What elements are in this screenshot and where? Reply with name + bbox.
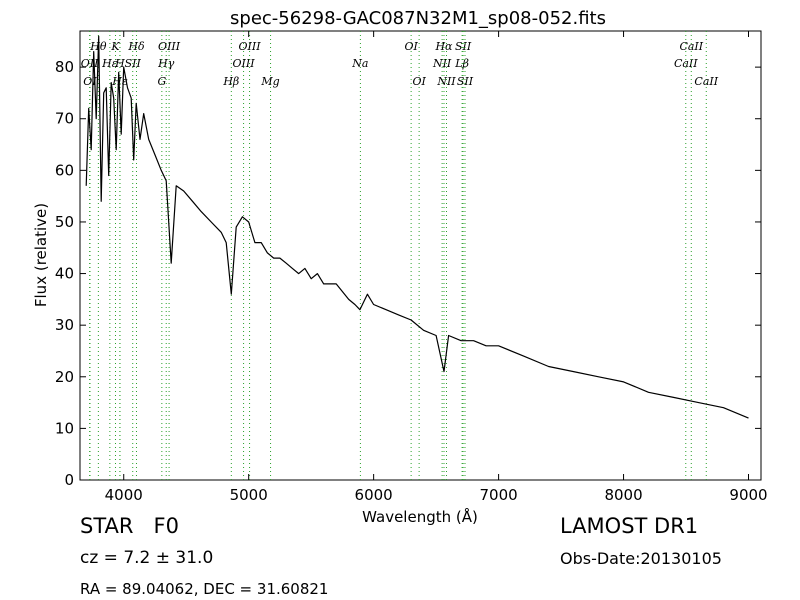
- line-marker-label: Hα: [434, 40, 453, 53]
- spectrum-line: [85, 35, 749, 419]
- y-tick-label: 50: [55, 213, 74, 231]
- line-marker-label: Hγ: [157, 57, 175, 70]
- observation-date: Obs-Date:20130105: [560, 549, 722, 568]
- x-axis-label: Wavelength (Å): [362, 507, 478, 526]
- y-tick-label: 30: [55, 316, 74, 334]
- chart-title: spec-56298-GAC087N32M1_sp08-052.fits: [230, 8, 606, 29]
- line-marker-label: OIII: [158, 40, 181, 53]
- object-class: STAR F0: [80, 514, 179, 538]
- x-tick-label: 7000: [480, 486, 518, 504]
- line-marker-label: H: [114, 57, 125, 70]
- line-marker-label: OIII: [233, 57, 256, 70]
- line-marker-label: SII: [455, 40, 472, 53]
- x-tick-label: 9000: [729, 486, 767, 504]
- y-axis-label: Flux (relative): [32, 203, 50, 307]
- line-marker-label: G: [157, 75, 166, 88]
- line-marker-label: CaII: [674, 57, 698, 70]
- plot-frame: [79, 30, 762, 481]
- line-marker-label: CaII: [679, 40, 703, 53]
- y-tick-label: 70: [55, 110, 74, 128]
- line-marker-label: CaII: [694, 75, 718, 88]
- line-marker-label: OI: [404, 40, 418, 53]
- y-tick-label: 80: [55, 58, 74, 76]
- coordinates-text: RA = 89.04062, DEC = 31.60821: [80, 580, 329, 598]
- line-marker-label: K: [110, 40, 120, 53]
- subclass-label: F0: [153, 514, 179, 538]
- line-marker-label: Mg: [260, 75, 279, 88]
- survey-name: LAMOST DR1: [560, 514, 699, 538]
- line-marker-label: Hβ: [222, 75, 239, 88]
- x-tick-label: 6000: [355, 486, 393, 504]
- y-tick-label: 10: [55, 419, 74, 437]
- x-tick-label: 4000: [105, 486, 143, 504]
- y-tick-label: 40: [55, 265, 74, 283]
- line-marker-label: SII: [457, 75, 474, 88]
- line-marker-label: Hδ: [127, 40, 145, 53]
- line-marker-label: Na: [351, 57, 368, 70]
- spectrum-series: [85, 35, 749, 419]
- redshift-text: cz = 7.2 ± 31.0: [80, 548, 214, 568]
- line-marker-label: NII: [432, 57, 452, 70]
- axis-ticks: 4000 5000 6000 7000 8000 9000 0 10 20 30 40 50 60 70 8…: [55, 31, 768, 504]
- line-marker-label: OI: [412, 75, 426, 88]
- line-marker-label: SII: [125, 57, 142, 70]
- x-tick-label: 8000: [604, 486, 642, 504]
- y-tick-label: 60: [55, 161, 74, 179]
- x-tick-label: 5000: [230, 486, 268, 504]
- line-marker-label: NII: [436, 75, 456, 88]
- line-marker-label: Lβ: [454, 57, 469, 70]
- line-marker-label: Hε: [101, 57, 118, 70]
- line-marker-label: OI: [83, 75, 97, 88]
- class-label: STAR: [80, 514, 134, 538]
- line-marker-label: OIII: [239, 40, 262, 53]
- y-tick-label: 0: [64, 471, 74, 489]
- spectral-line-markers: OIIOIHθHεHεKHSIIHδHγGOIIIHβOIIIOIIIMgNaO…: [81, 31, 719, 480]
- y-tick-label: 20: [55, 368, 74, 386]
